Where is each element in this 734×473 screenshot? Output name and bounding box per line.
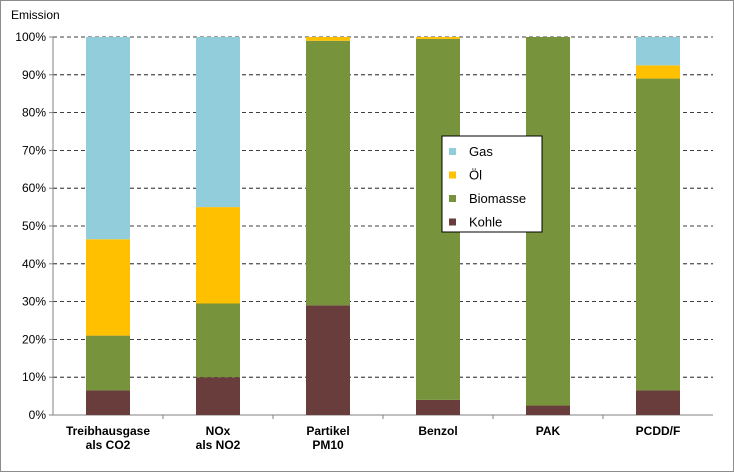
x-category-label: Partikel (306, 424, 349, 438)
y-tick-label: 80% (22, 106, 46, 120)
legend-swatch-öl (449, 171, 456, 179)
legend-label-biomasse: Biomasse (469, 191, 526, 206)
y-tick-label: 70% (22, 143, 46, 157)
legend-swatch-gas (449, 148, 456, 155)
bar-segment-gas (636, 37, 680, 66)
bar-segment-biomasse (86, 335, 130, 391)
y-tick-label: 30% (22, 295, 46, 309)
x-category-label: NOx (206, 424, 231, 438)
bar-segment-biomasse (196, 303, 240, 378)
legend-swatch-kohle (449, 218, 456, 226)
legend (441, 135, 543, 233)
y-axis-label: Emission (11, 8, 60, 22)
bar-segment-öl (196, 207, 240, 304)
y-tick-label: 100% (15, 30, 46, 44)
bar-segment-kohle (196, 377, 240, 415)
y-tick-label: 90% (22, 68, 46, 82)
bar-segment-gas (196, 37, 240, 208)
y-tick-label: 0% (29, 408, 47, 422)
x-category-label: PM10 (312, 438, 344, 452)
x-category-label: Benzol (418, 424, 457, 438)
y-tick-label: 50% (22, 219, 46, 233)
bar-segment-öl (416, 37, 460, 39)
bar-segment-kohle (636, 390, 680, 415)
bar-segment-kohle (526, 405, 570, 415)
bar-segment-biomasse (306, 40, 350, 306)
bar-segment-kohle (86, 390, 130, 415)
x-category-label: PCDD/F (636, 424, 681, 438)
y-tick-label: 60% (22, 181, 46, 195)
x-category-label: als CO2 (86, 438, 131, 452)
x-category-label: als NO2 (196, 438, 241, 452)
legend-label-öl: Öl (469, 168, 482, 183)
bar-segment-biomasse (636, 78, 680, 391)
bar-segment-gas (86, 37, 130, 240)
bar-segment-öl (86, 239, 130, 336)
bar-segment-kohle (416, 399, 460, 415)
bar-segment-kohle (306, 305, 350, 415)
y-tick-label: 40% (22, 257, 46, 271)
legend-label-kohle: Kohle (469, 215, 502, 230)
y-tick-label: 20% (22, 332, 46, 346)
x-category-label: Treibhausgase (66, 424, 150, 438)
y-tick-label: 10% (22, 370, 46, 384)
bar-segment-öl (306, 37, 350, 41)
bar-segment-öl (636, 65, 680, 79)
legend-label-gas: Gas (469, 144, 493, 159)
x-category-label: PAK (536, 424, 561, 438)
legend-swatch-biomasse (449, 195, 456, 202)
